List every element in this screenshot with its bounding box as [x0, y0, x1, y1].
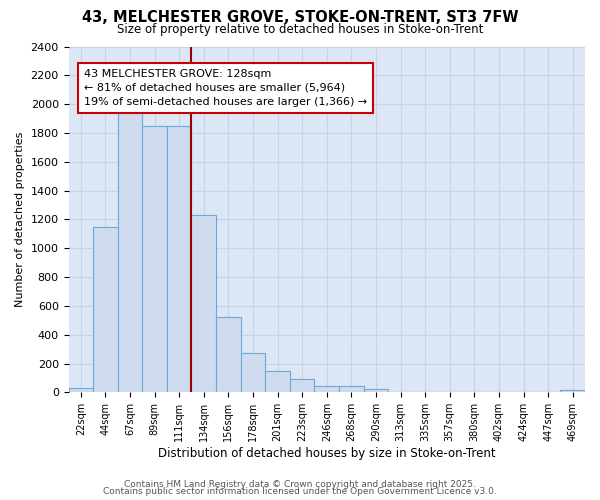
X-axis label: Distribution of detached houses by size in Stoke-on-Trent: Distribution of detached houses by size … — [158, 447, 496, 460]
Text: 43, MELCHESTER GROVE, STOKE-ON-TRENT, ST3 7FW: 43, MELCHESTER GROVE, STOKE-ON-TRENT, ST… — [82, 10, 518, 25]
Bar — [339, 386, 364, 392]
Bar — [167, 126, 191, 392]
Bar — [216, 318, 241, 392]
Bar — [68, 388, 93, 392]
Bar — [290, 380, 314, 392]
Text: Contains HM Land Registry data © Crown copyright and database right 2025.: Contains HM Land Registry data © Crown c… — [124, 480, 476, 489]
Bar — [560, 390, 585, 392]
Bar — [118, 110, 142, 393]
Bar — [142, 126, 167, 392]
Text: Size of property relative to detached houses in Stoke-on-Trent: Size of property relative to detached ho… — [117, 22, 483, 36]
Y-axis label: Number of detached properties: Number of detached properties — [15, 132, 25, 307]
Bar — [314, 386, 339, 392]
Text: 43 MELCHESTER GROVE: 128sqm
← 81% of detached houses are smaller (5,964)
19% of : 43 MELCHESTER GROVE: 128sqm ← 81% of det… — [84, 69, 367, 107]
Bar — [265, 370, 290, 392]
Text: Contains public sector information licensed under the Open Government Licence v3: Contains public sector information licen… — [103, 487, 497, 496]
Bar — [93, 226, 118, 392]
Bar — [191, 215, 216, 392]
Bar — [364, 390, 388, 392]
Bar — [241, 352, 265, 393]
